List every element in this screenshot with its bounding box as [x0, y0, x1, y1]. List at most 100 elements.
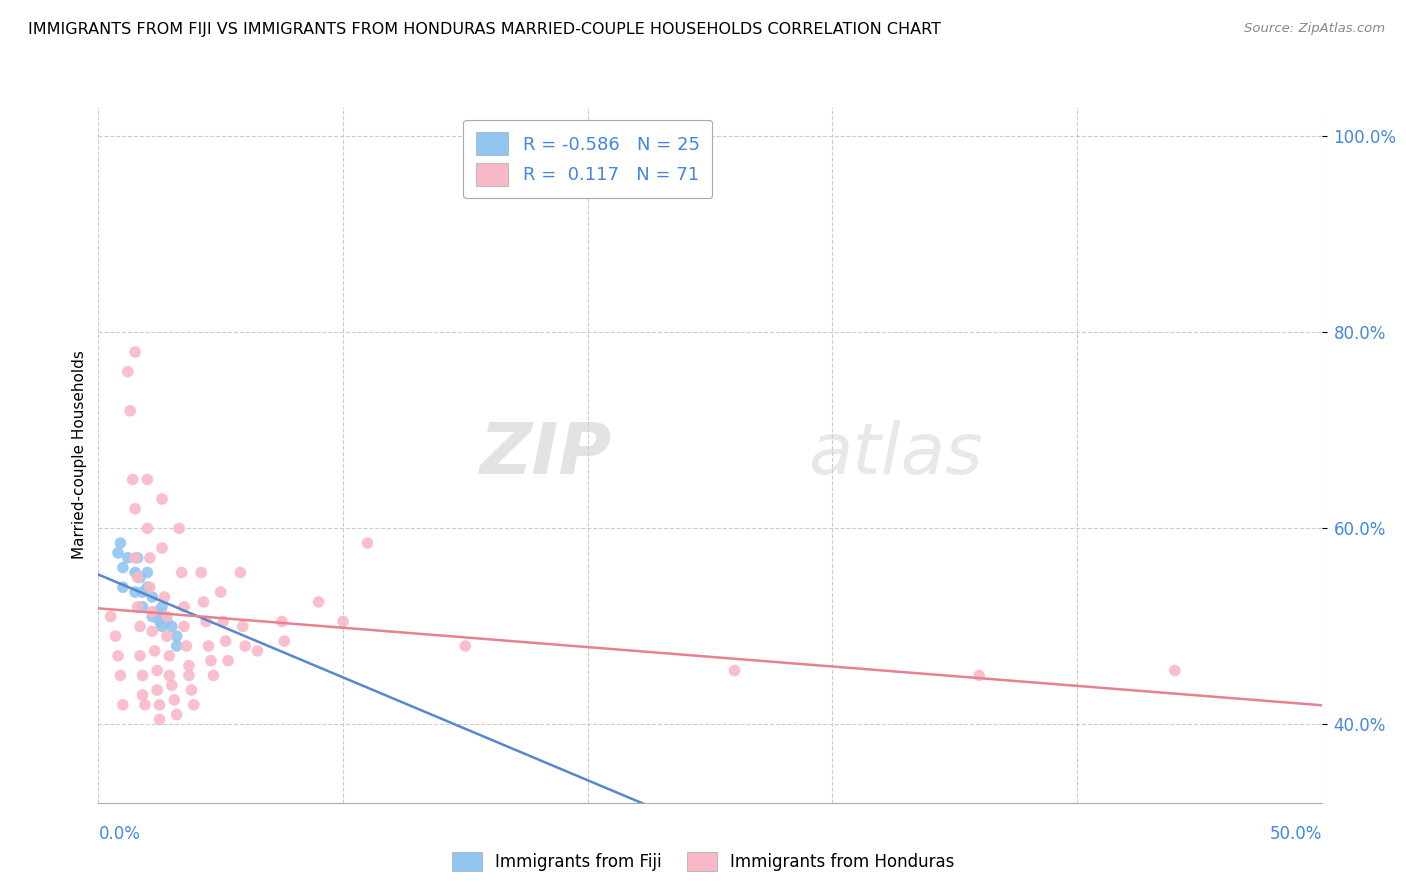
- Point: [131, 585, 153, 599]
- Point: [127, 570, 149, 584]
- Point: [149, 615, 172, 629]
- Point: [129, 648, 152, 663]
- Point: [723, 664, 745, 678]
- Point: [232, 619, 254, 633]
- Text: Source: ZipAtlas.com: Source: ZipAtlas.com: [1244, 22, 1385, 36]
- Point: [270, 615, 294, 629]
- Point: [1164, 664, 1187, 678]
- Point: [170, 566, 193, 580]
- Point: [202, 668, 225, 682]
- Point: [120, 404, 142, 418]
- Point: [156, 609, 179, 624]
- Legend: Immigrants from Fiji, Immigrants from Honduras: Immigrants from Fiji, Immigrants from Ho…: [443, 843, 963, 880]
- Y-axis label: Married-couple Households: Married-couple Households: [72, 351, 87, 559]
- Point: [107, 546, 129, 560]
- Point: [124, 345, 146, 359]
- Point: [104, 629, 127, 643]
- Point: [163, 693, 186, 707]
- Point: [141, 624, 163, 639]
- Point: [229, 566, 252, 580]
- Point: [195, 615, 218, 629]
- Point: [166, 639, 188, 653]
- Point: [149, 609, 172, 624]
- Point: [124, 585, 146, 599]
- Point: [166, 629, 188, 643]
- Point: [124, 550, 146, 565]
- Point: [127, 599, 149, 614]
- Point: [111, 580, 134, 594]
- Point: [177, 658, 200, 673]
- Point: [110, 536, 132, 550]
- Text: IMMIGRANTS FROM FIJI VS IMMIGRANTS FROM HONDURAS MARRIED-COUPLE HOUSEHOLDS CORRE: IMMIGRANTS FROM FIJI VS IMMIGRANTS FROM …: [28, 22, 941, 37]
- Point: [141, 605, 163, 619]
- Point: [141, 590, 163, 604]
- Point: [156, 629, 179, 643]
- Point: [146, 605, 169, 619]
- Point: [134, 698, 156, 712]
- Point: [176, 639, 198, 653]
- Point: [141, 609, 163, 624]
- Point: [454, 639, 477, 653]
- Point: [136, 521, 159, 535]
- Point: [110, 668, 132, 682]
- Point: [150, 491, 173, 506]
- Point: [356, 536, 378, 550]
- Text: 0.0%: 0.0%: [98, 825, 141, 843]
- Point: [273, 634, 295, 648]
- Text: 50.0%: 50.0%: [1270, 825, 1322, 843]
- Point: [131, 668, 153, 682]
- Point: [156, 615, 179, 629]
- Point: [197, 639, 219, 653]
- Point: [139, 580, 162, 594]
- Point: [136, 580, 159, 594]
- Point: [136, 566, 159, 580]
- Point: [143, 644, 166, 658]
- Point: [200, 654, 222, 668]
- Point: [160, 678, 183, 692]
- Point: [217, 654, 239, 668]
- Point: [166, 707, 188, 722]
- Point: [111, 560, 134, 574]
- Legend: R = -0.586   N = 25, R =  0.117   N = 71: R = -0.586 N = 25, R = 0.117 N = 71: [463, 120, 713, 198]
- Point: [967, 668, 990, 682]
- Point: [157, 668, 180, 682]
- Point: [246, 644, 269, 658]
- Point: [146, 683, 169, 698]
- Text: atlas: atlas: [808, 420, 983, 490]
- Point: [332, 615, 354, 629]
- Point: [100, 609, 122, 624]
- Point: [167, 521, 190, 535]
- Point: [149, 698, 172, 712]
- Point: [149, 713, 172, 727]
- Point: [157, 648, 180, 663]
- Point: [129, 570, 152, 584]
- Text: ZIP: ZIP: [479, 420, 612, 490]
- Point: [121, 472, 143, 486]
- Point: [233, 639, 256, 653]
- Point: [117, 365, 139, 379]
- Point: [797, 855, 820, 869]
- Point: [150, 599, 173, 614]
- Point: [190, 566, 212, 580]
- Point: [139, 550, 162, 565]
- Point: [136, 472, 159, 486]
- Point: [180, 683, 202, 698]
- Point: [111, 698, 134, 712]
- Point: [183, 698, 205, 712]
- Point: [150, 619, 173, 633]
- Point: [193, 595, 215, 609]
- Point: [173, 599, 195, 614]
- Point: [131, 599, 153, 614]
- Point: [173, 619, 195, 633]
- Point: [150, 541, 173, 555]
- Point: [209, 585, 232, 599]
- Point: [124, 566, 146, 580]
- Point: [117, 550, 139, 565]
- Point: [177, 668, 200, 682]
- Point: [131, 688, 153, 702]
- Point: [127, 550, 149, 565]
- Point: [146, 664, 169, 678]
- Point: [153, 590, 176, 604]
- Point: [212, 615, 235, 629]
- Point: [308, 595, 330, 609]
